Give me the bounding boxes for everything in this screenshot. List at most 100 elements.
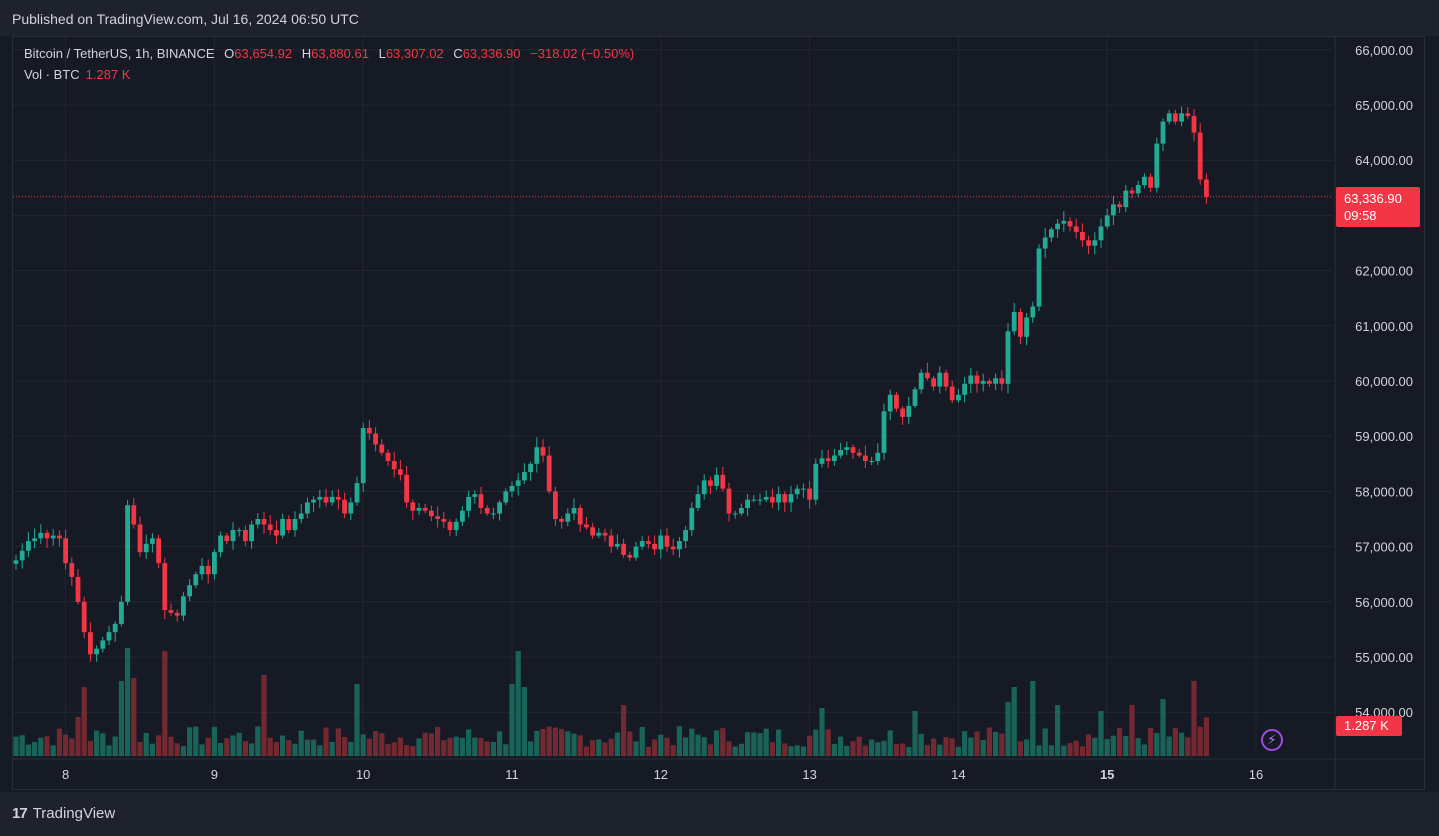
candle-body: [88, 632, 93, 655]
candle-body: [801, 488, 806, 490]
candle-body: [739, 507, 744, 514]
candle-body: [125, 505, 130, 602]
volume-bar: [75, 717, 81, 756]
volume-bar: [174, 743, 180, 756]
candle-body: [317, 496, 323, 500]
candle-body: [553, 491, 558, 519]
chart-frame[interactable]: [12, 36, 1425, 790]
y-tick-label: 56,000.00: [1355, 595, 1413, 610]
volume-bar: [658, 734, 664, 756]
candle-body: [429, 510, 434, 517]
volume-bar: [286, 740, 292, 756]
candle-body: [670, 546, 676, 550]
candle-body: [205, 565, 211, 575]
tradingview-brand: TradingView: [32, 805, 116, 822]
volume-bar: [1073, 740, 1079, 756]
volume-bar: [211, 726, 217, 756]
candle-body: [38, 532, 44, 539]
volume-bar: [1042, 728, 1048, 756]
candle-body: [491, 513, 496, 515]
symbol-title[interactable]: Bitcoin / TetherUS, 1h, BINANCE: [24, 46, 215, 61]
volume-bar: [1179, 732, 1185, 756]
volume-bar: [137, 742, 143, 756]
candle-body: [999, 378, 1005, 384]
volume-bar: [218, 743, 224, 756]
candle-body: [391, 461, 397, 470]
volume-bar: [869, 739, 875, 756]
volume-bar: [459, 737, 465, 756]
volume-bar: [1086, 734, 1092, 756]
candle-body: [1098, 226, 1104, 241]
candle-body: [584, 524, 589, 528]
volume-bar: [1055, 705, 1061, 756]
candle-body: [1173, 113, 1178, 122]
candle-body: [218, 535, 223, 553]
volume-bar: [472, 737, 478, 756]
volume-bar: [323, 727, 329, 756]
candle-body: [577, 507, 583, 525]
candle-body: [937, 372, 943, 387]
candle-body: [906, 405, 912, 417]
volume-bar: [732, 746, 738, 756]
volume-bar: [528, 741, 534, 756]
candle-body: [838, 450, 843, 456]
candle-body: [342, 499, 347, 514]
volume-bar: [776, 729, 782, 756]
candle-body: [850, 447, 856, 453]
volume-bar: [373, 731, 379, 756]
volume-bar: [1191, 681, 1197, 756]
candle-body: [757, 499, 763, 501]
candle-body: [900, 408, 905, 417]
candle-body: [1123, 190, 1129, 208]
tradingview-logo[interactable]: 17 TradingView: [12, 805, 115, 822]
lightning-icon[interactable]: ⚡: [1261, 729, 1283, 751]
candle-body: [267, 524, 273, 531]
volume-bar: [621, 705, 627, 756]
candle-body: [460, 510, 465, 522]
candle-body: [385, 452, 391, 462]
volume-bar: [199, 744, 205, 756]
candle-body: [1049, 229, 1054, 238]
open-value: 63,654.92: [234, 46, 293, 61]
symbol-legend[interactable]: Bitcoin / TetherUS, 1h, BINANCE O63,654.…: [24, 46, 634, 61]
candle-body: [336, 496, 341, 500]
candle-body: [1030, 306, 1036, 318]
candle-body: [565, 513, 571, 522]
volume-bar: [1030, 681, 1036, 756]
candle-body: [993, 378, 998, 384]
volume-bar: [875, 742, 881, 756]
candle-body: [608, 535, 614, 547]
candle-body: [1011, 312, 1017, 332]
volume-bar: [149, 743, 155, 756]
candle-body: [732, 513, 738, 515]
candle-body: [1055, 223, 1060, 230]
candle-body: [751, 499, 757, 501]
candle-body: [329, 496, 335, 503]
candle-body: [912, 389, 918, 406]
candle-body: [348, 502, 354, 514]
last-price-tag: 63,336.90 09:58: [1336, 187, 1420, 227]
volume-bar: [862, 745, 868, 756]
candle-body: [1092, 240, 1098, 246]
volume-label: Vol · BTC: [24, 67, 80, 82]
volume-bar: [825, 729, 831, 756]
volume-bar: [819, 708, 825, 756]
volume-bar: [782, 743, 788, 756]
volume-bar: [831, 743, 837, 756]
y-tick-label: 60,000.00: [1355, 374, 1413, 389]
candle-body: [1073, 226, 1079, 232]
candle-body: [57, 535, 62, 539]
x-tick-label: 10: [356, 767, 370, 782]
candle-body: [720, 474, 726, 489]
volume-bar: [1104, 739, 1110, 756]
volume-bar: [94, 730, 100, 756]
candle-body: [943, 372, 949, 387]
candle-body: [987, 381, 992, 384]
volume-bar: [1017, 741, 1023, 756]
candle-body: [323, 496, 329, 503]
candle-body: [50, 535, 56, 539]
candle-body: [26, 541, 31, 551]
candle-body: [646, 541, 651, 544]
volume-legend[interactable]: Vol · BTC 1.287 K: [24, 67, 130, 82]
